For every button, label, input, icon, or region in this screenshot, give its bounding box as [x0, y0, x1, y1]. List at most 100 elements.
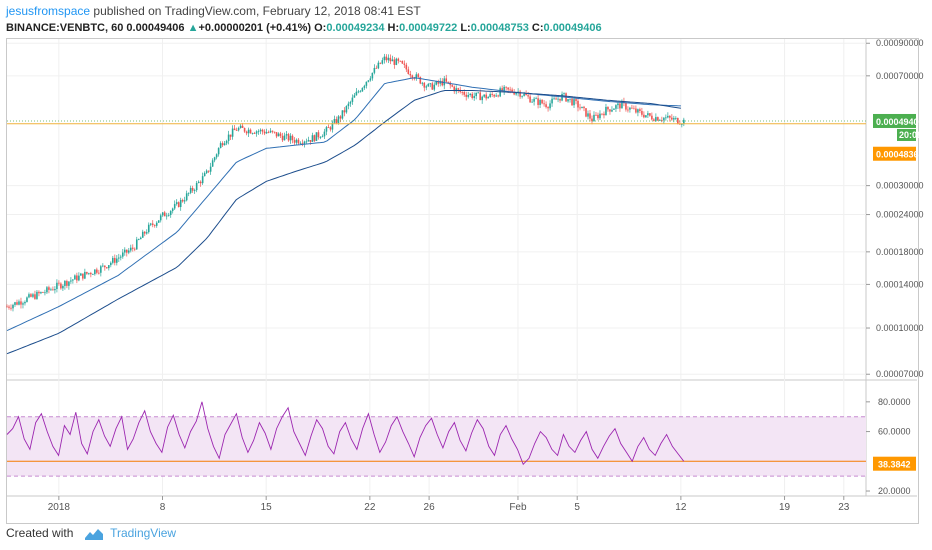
candle-body: [555, 98, 557, 100]
candle-body: [82, 273, 84, 279]
candle-body: [681, 124, 683, 125]
candle-body: [541, 99, 543, 104]
last-price-value: 0.00049406: [126, 22, 185, 34]
candle-body: [427, 83, 430, 87]
candle-body: [80, 273, 82, 276]
candle-body: [361, 87, 364, 92]
candle-body: [56, 282, 58, 290]
candle-body: [645, 115, 647, 118]
candle-body: [665, 117, 667, 119]
candle-body: [359, 91, 362, 93]
candle-body: [60, 283, 62, 289]
candle-body: [283, 135, 286, 141]
candle-body: [671, 117, 673, 120]
candle-body: [94, 269, 96, 275]
candle-body: [72, 279, 74, 281]
candle-body: [513, 92, 515, 95]
candle-body: [611, 109, 613, 112]
candle-body: [273, 131, 276, 133]
candle-body: [241, 125, 244, 129]
candle-body: [207, 170, 210, 172]
y-tick-label: 0.00090000: [876, 38, 924, 48]
candle-body: [381, 60, 384, 64]
candle-body: [601, 113, 603, 115]
open-label: O:: [314, 22, 327, 34]
candle-body: [34, 294, 36, 299]
candle-body: [633, 108, 635, 110]
candle-body: [641, 111, 643, 115]
candle-body: [12, 304, 14, 309]
candle-body: [277, 133, 280, 137]
candle-body: [26, 297, 28, 302]
candle-body: [86, 271, 88, 274]
y-tick-label: 0.00018000: [876, 247, 924, 257]
candle-body: [317, 132, 320, 138]
candle-body: [68, 281, 70, 286]
candle-body: [309, 140, 312, 142]
candle-body: [106, 267, 108, 269]
candle-body: [189, 187, 192, 193]
candle-body: [32, 294, 34, 297]
candle-body: [319, 137, 322, 138]
candle-body: [147, 224, 150, 233]
candle-body: [78, 275, 80, 281]
candle-body: [179, 199, 182, 208]
candle-body: [507, 87, 509, 90]
candle-body: [619, 103, 621, 109]
candle-body: [521, 95, 523, 97]
candle-body: [463, 92, 466, 95]
candle-body: [327, 127, 330, 128]
candle-body: [177, 202, 180, 208]
candle-body: [237, 128, 240, 131]
candle-body: [329, 127, 332, 130]
candle-body: [305, 141, 308, 143]
candle-body: [265, 132, 268, 134]
candle-body: [677, 117, 679, 124]
candle-body: [385, 56, 388, 61]
candle-body: [483, 94, 485, 97]
candle-body: [653, 119, 655, 121]
candle-body: [50, 289, 52, 291]
candle-body: [171, 208, 174, 212]
candle-body: [473, 96, 475, 98]
candle-body: [569, 98, 571, 100]
candle-body: [16, 302, 18, 305]
author-link[interactable]: jesusfromspace: [6, 4, 91, 18]
candle-body: [293, 140, 296, 143]
candle-body: [369, 78, 372, 81]
candle-body: [38, 291, 40, 294]
candle-body: [209, 166, 212, 172]
candle-body: [341, 110, 344, 119]
candle-body: [114, 257, 116, 263]
candle-body: [445, 78, 448, 82]
candle-body: [417, 74, 420, 77]
candle-body: [537, 98, 539, 105]
candle-body: [637, 109, 639, 113]
candle-body: [639, 109, 641, 112]
candle-body: [597, 114, 599, 119]
tradingview-brand-link[interactable]: TradingView: [110, 526, 177, 540]
candle-body: [655, 117, 657, 121]
candle-body: [615, 105, 617, 109]
rsi-band: [7, 416, 866, 477]
candle-body: [145, 232, 148, 234]
candle-body: [659, 120, 661, 121]
candle-body: [539, 99, 541, 105]
candle-body: [137, 239, 140, 240]
candle-body: [74, 275, 76, 280]
candle-body: [195, 183, 198, 191]
candle-body: [491, 94, 493, 95]
candle-body: [511, 89, 513, 93]
candle-body: [587, 113, 589, 117]
candle-body: [311, 135, 314, 142]
candle-body: [435, 81, 438, 85]
candle-body: [515, 92, 517, 95]
rsi-last-badge-label: 38.3842: [878, 460, 911, 470]
candle-body: [505, 86, 507, 88]
candle-body: [379, 62, 382, 64]
candle-body: [371, 72, 374, 79]
candle-body: [199, 181, 202, 184]
candle-body: [577, 100, 579, 108]
candle-body: [457, 88, 460, 90]
